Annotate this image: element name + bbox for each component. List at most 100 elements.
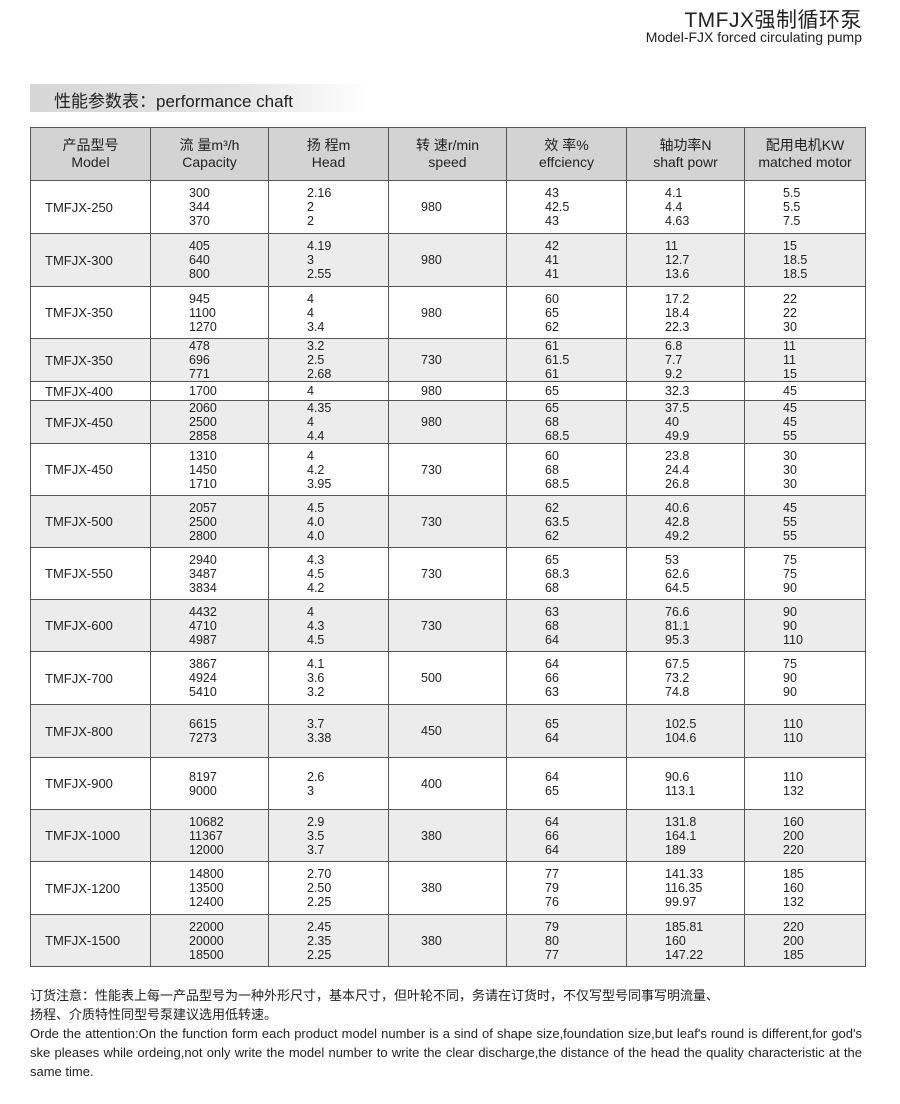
head-cell-value: 3.2 [307, 685, 325, 699]
shaft-power-cell: 11 12.7 13.6 [626, 233, 745, 287]
shaft-power-cell-value: 131.8 [665, 814, 697, 829]
motor-cell-value: 110 [783, 731, 803, 745]
capacity-cell-value: 3867 [189, 657, 217, 671]
table-row: TMFJX-900 8197 9000 2.6 3 400 64 65 90.6 113.1 110… [30, 757, 866, 810]
efficiency-cell-value: 63 [545, 685, 559, 699]
model-cell: TMFJX-350 [30, 338, 151, 382]
motor-cell-value: 75 [783, 657, 797, 671]
model-cell: TMFJX-350 [30, 286, 151, 339]
speed-cell: 730 [388, 547, 507, 600]
head-cell-value: 4 [307, 305, 314, 320]
column-header-cn: 扬 程m [306, 137, 351, 153]
shaft-power-cell-value: 90.6 [665, 769, 690, 784]
head-cell-value: 2 [307, 214, 314, 228]
speed-cell: 400 [388, 757, 507, 810]
column-header-en: effciency [539, 154, 594, 170]
efficiency-cell-value: 64 [545, 842, 559, 857]
motor-cell: 45 45 55 [744, 400, 866, 444]
shaft-power-cell-value: 42.8 [665, 514, 690, 529]
shaft-power-cell: 76.6 81.1 95.3 [626, 599, 745, 652]
efficiency-cell-value: 68.3 [545, 566, 570, 581]
capacity-cell-value: 370 [189, 214, 210, 228]
head-cell-value: 2.5 [307, 353, 325, 367]
head-cell: 4 4.3 4.5 [268, 599, 389, 652]
motor-cell: 220 200 185 [744, 914, 866, 967]
shaft-power-cell-value: 99.97 [665, 895, 697, 909]
title-english: Model-FJX forced circulating pump [645, 29, 862, 45]
motor-cell-value: 90 [783, 618, 797, 633]
head-cell-value: 3 [307, 783, 314, 798]
head-cell: 4 [268, 381, 389, 401]
motor-cell-value: 110 [783, 632, 803, 647]
efficiency-cell: 65 68 68.5 [506, 400, 627, 444]
motor-cell-value: 132 [783, 895, 804, 909]
head-cell-value: 3 [307, 253, 314, 267]
model-cell: TMFJX-550 [30, 547, 151, 600]
shaft-power-cell: 6.8 7.7 9.2 [626, 338, 745, 382]
motor-cell: 110 110 [744, 704, 866, 758]
column-header: 转 速r/min speed [388, 127, 507, 181]
table-row: TMFJX-400 1700 4 980 65 32.3 45 [30, 381, 866, 401]
capacity-cell-value: 300 [189, 186, 210, 200]
shaft-power-cell: 131.8 164.1 189 [626, 809, 745, 862]
shaft-power-cell-value: 141.33 [665, 867, 704, 881]
efficiency-cell-value: 64 [545, 769, 559, 784]
capacity-cell-value: 2057 [189, 500, 217, 515]
motor-cell-value: 45 [783, 384, 797, 398]
motor-cell-value: 55 [783, 514, 797, 529]
column-header: 产品型号 Model [30, 127, 151, 181]
table-row: TMFJX-500 2057 2500 2800 4.5 4.0 4.0 730 62 63.5 6… [30, 495, 866, 548]
capacity-cell-value: 13500 [189, 881, 224, 895]
head-cell-value: 4.3 [307, 618, 325, 633]
efficiency-cell-value: 77 [545, 867, 559, 881]
speed-cell: 980 [388, 180, 507, 234]
motor-cell-value: 132 [783, 783, 804, 798]
efficiency-cell-value: 63.5 [545, 514, 570, 529]
shaft-power-cell-value: 6.8 [665, 339, 683, 353]
capacity-cell: 405 640 800 [150, 233, 269, 287]
efficiency-cell-value: 42.5 [545, 200, 570, 214]
motor-cell-value: 45 [783, 401, 797, 415]
head-cell-value: 4.5 [307, 500, 325, 515]
motor-cell-value: 15 [783, 367, 797, 381]
shaft-power-cell-value: 49.2 [665, 528, 690, 543]
table-row: TMFJX-1200 14800 13500 12400 2.70 2.50 2.25 380… [30, 861, 866, 915]
efficiency-cell: 65 68.3 68 [506, 547, 627, 600]
motor-cell-value: 75 [783, 566, 797, 581]
motor-cell: 110 132 [744, 757, 866, 810]
motor-cell-value: 22 [783, 305, 797, 320]
efficiency-cell: 63 68 64 [506, 599, 627, 652]
capacity-cell-value: 20000 [189, 933, 224, 948]
efficiency-cell: 60 65 62 [506, 286, 627, 339]
capacity-cell-value: 3834 [189, 580, 217, 595]
shaft-power-cell-value: 7.7 [665, 353, 683, 367]
speed-cell: 980 [388, 400, 507, 444]
shaft-power-cell-value: 147.22 [665, 947, 704, 962]
head-cell: 4.5 4.0 4.0 [268, 495, 389, 548]
motor-cell-value: 15 [783, 239, 797, 253]
head-cell-value: 2.55 [307, 267, 332, 281]
capacity-cell-value: 478 [189, 339, 210, 353]
note-cn-line2: 扬程、介质特性同型号泵建议选用低转速。 [30, 1007, 278, 1022]
capacity-cell: 10682 11367 12000 [150, 809, 269, 862]
table-row: TMFJX-250 300 344 370 2.16 2 2 980 43 42.5 43 4.1 4.… [30, 180, 866, 234]
capacity-cell-value: 696 [189, 353, 210, 367]
efficiency-cell-value: 68.5 [545, 429, 570, 443]
column-header-cn: 转 速r/min [416, 137, 479, 153]
head-cell: 4.1 3.6 3.2 [268, 651, 389, 705]
speed-cell: 980 [388, 381, 507, 401]
shaft-power-cell: 67.5 73.2 74.8 [626, 651, 745, 705]
head-cell: 3.7 3.38 [268, 704, 389, 758]
head-cell: 4 4.2 3.95 [268, 443, 389, 496]
motor-cell-value: 18.5 [783, 267, 808, 281]
capacity-cell-value: 1450 [189, 462, 217, 477]
motor-cell-value: 45 [783, 415, 797, 429]
model-cell: TMFJX-1200 [30, 861, 151, 915]
shaft-power-cell-value: 22.3 [665, 319, 690, 334]
capacity-cell: 945 1100 1270 [150, 286, 269, 339]
shaft-power-cell-value: 113.1 [665, 783, 696, 798]
efficiency-cell-value: 41 [545, 267, 559, 281]
head-cell-value: 4.35 [307, 401, 332, 415]
capacity-cell-value: 2500 [189, 415, 217, 429]
efficiency-cell-value: 62 [545, 528, 559, 543]
